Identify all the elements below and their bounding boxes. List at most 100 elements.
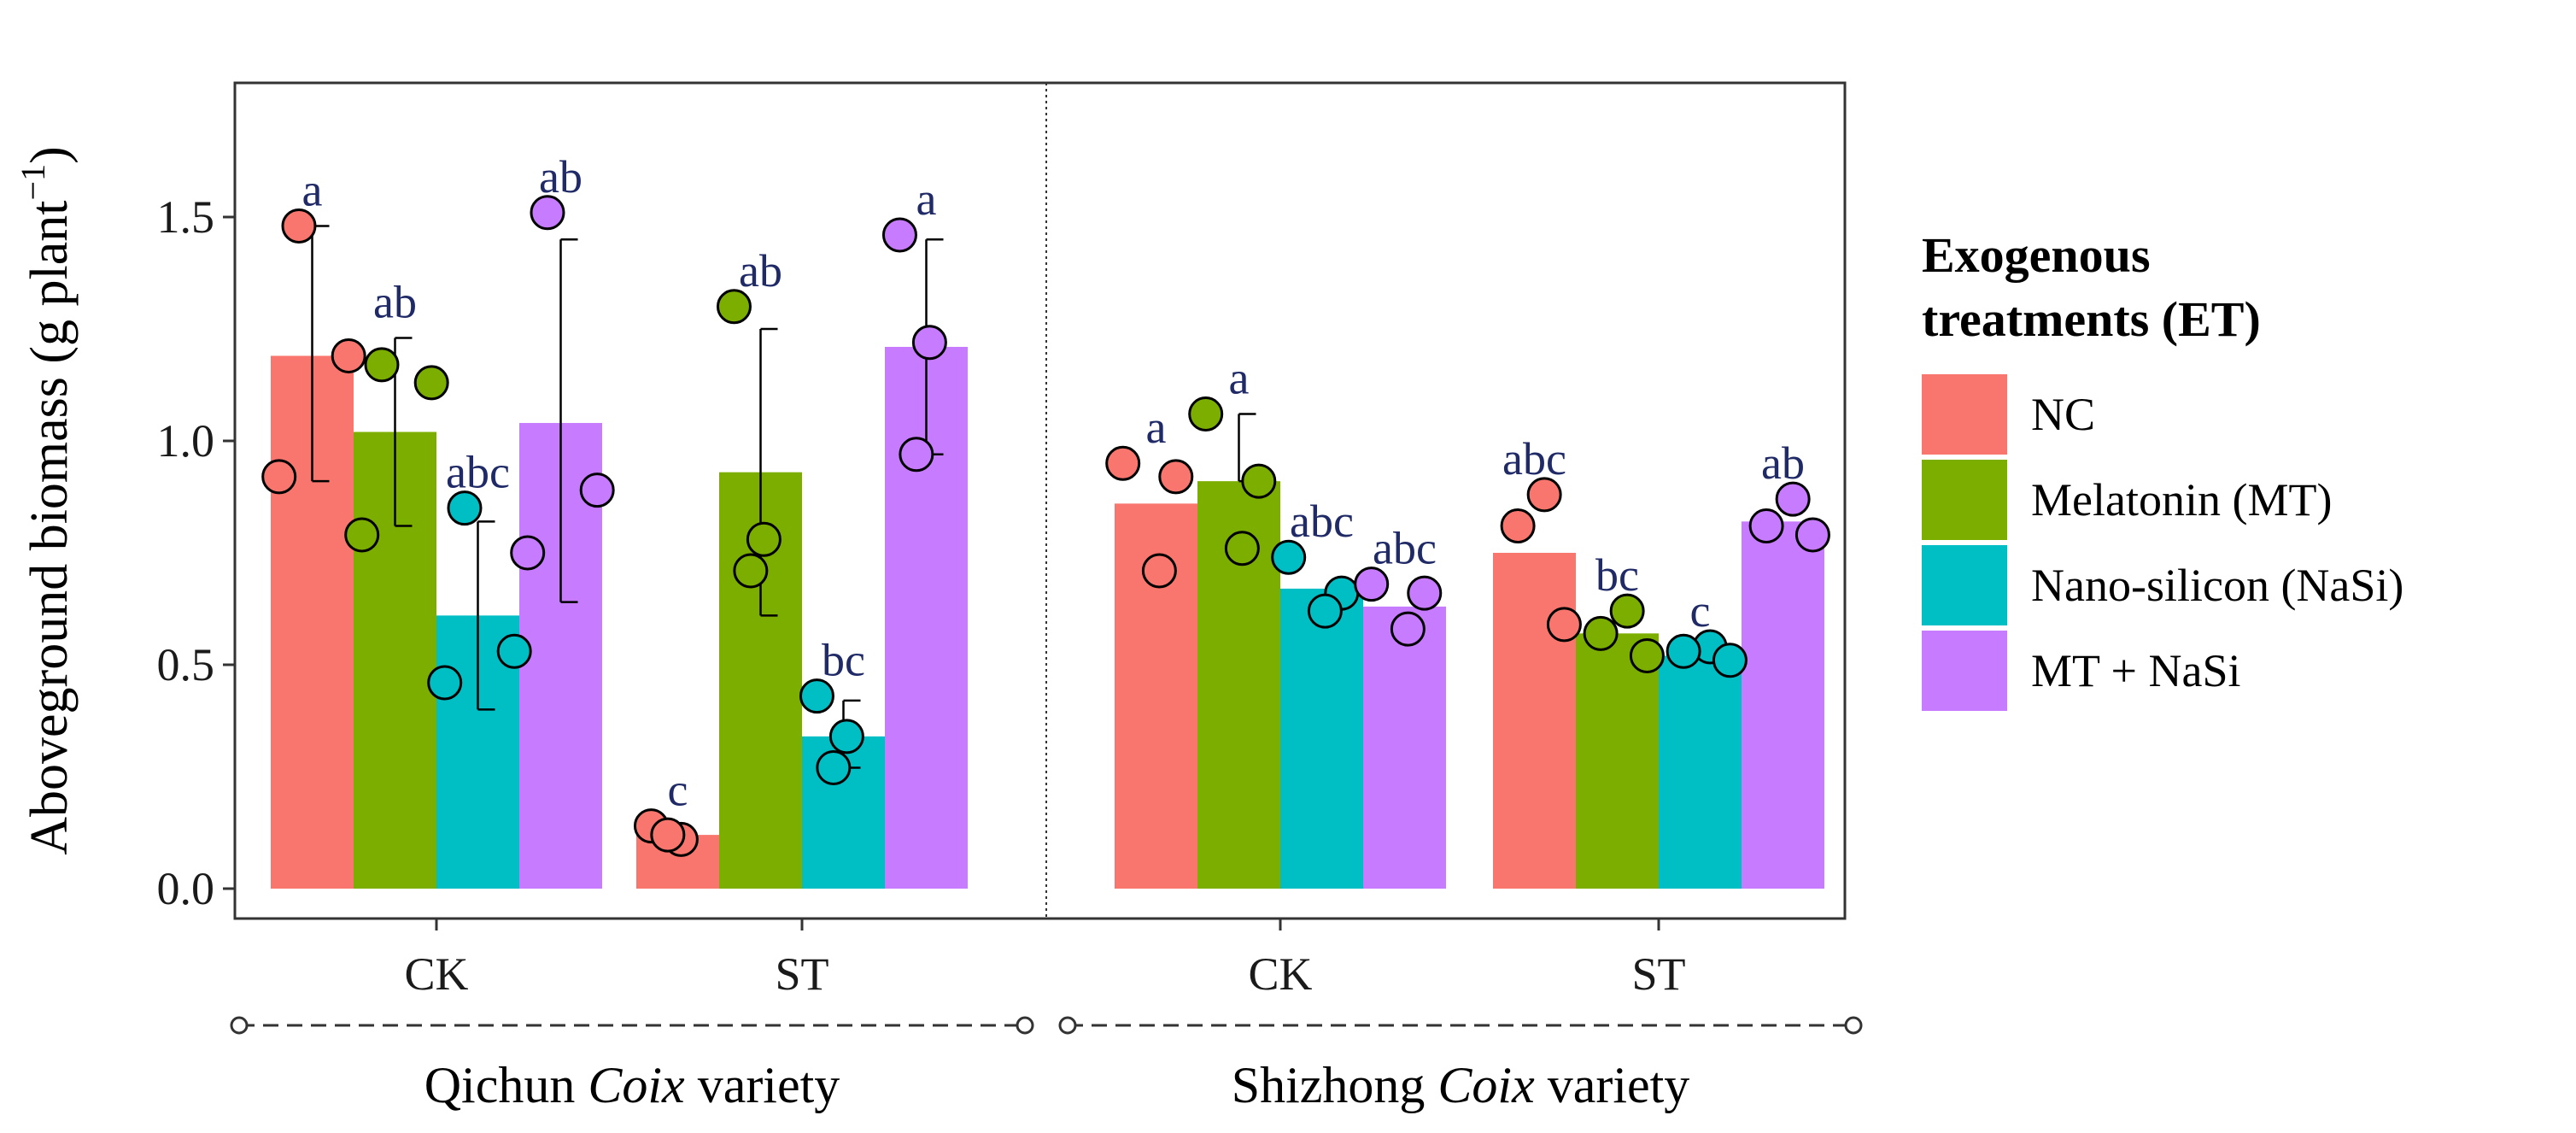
legend-key-4 (1922, 631, 2007, 711)
data-point (447, 490, 483, 526)
bar-3-4 (1659, 655, 1742, 889)
data-point (746, 521, 782, 557)
legend-title-line2: treatments (ET) (1922, 291, 2261, 347)
data-point (1526, 477, 1562, 513)
significance-label: a (1146, 402, 1167, 453)
data-point (1794, 517, 1830, 553)
bracket-end-circle (1016, 1016, 1034, 1035)
y-axis-label-superscript: −1 (14, 164, 52, 201)
data-point (364, 347, 400, 383)
data-point (1307, 593, 1343, 629)
y-axis-label-main: Aboveground biomass (g plant (20, 200, 79, 854)
variety-name-end: variety (685, 1057, 840, 1113)
significance-label: a (916, 173, 937, 225)
data-point (733, 553, 769, 589)
legend-label-3: Nano-silicon (NaSi) (2031, 560, 2403, 611)
legend-label-2: Melatonin (MT) (2031, 474, 2332, 525)
y-axis-label-close: ) (20, 146, 79, 164)
data-point (650, 817, 686, 853)
data-point (1224, 531, 1260, 566)
data-point (530, 195, 565, 231)
data-point (344, 517, 380, 553)
data-point (1141, 553, 1177, 589)
legend-key-2 (1922, 460, 2007, 540)
points-layer (261, 195, 1830, 857)
legend-key-1 (1922, 374, 2007, 455)
data-point (1609, 593, 1645, 629)
data-point (1583, 615, 1619, 651)
significance-label: a (1229, 353, 1250, 404)
y-tick-label: 1.5 (157, 191, 215, 243)
x-tick-label: CK (1248, 948, 1312, 1000)
data-point (413, 365, 449, 401)
variety-name-end: variety (1535, 1057, 1690, 1113)
y-tick-label: 0.0 (157, 863, 215, 914)
significance-label: abc (1373, 523, 1437, 574)
data-point (1241, 463, 1277, 499)
significance-label: ab (373, 276, 417, 327)
variety-name-italic: Coix (1437, 1057, 1535, 1113)
y-tick-label: 1.0 (157, 415, 215, 467)
data-point (1712, 643, 1748, 678)
x-tick-label: ST (1631, 948, 1685, 1000)
data-point (261, 459, 297, 495)
legend-key-3 (1922, 545, 2007, 625)
variety-label: Qichun Coix variety (424, 1057, 840, 1113)
significance-label: ab (539, 151, 583, 203)
data-point (1629, 638, 1665, 674)
bar-3-3 (1280, 588, 1363, 889)
significance-label: bc (1595, 549, 1639, 601)
data-point (816, 750, 852, 786)
significance-label: c (1690, 585, 1711, 637)
x-tick-label: CK (404, 948, 468, 1000)
variety-name-start: Shizhong (1232, 1057, 1438, 1113)
data-point (281, 208, 317, 244)
data-point (427, 665, 463, 701)
data-point (881, 217, 917, 253)
bracket-end-circle (230, 1016, 249, 1035)
significance-label: bc (822, 635, 865, 686)
variety-name-start: Qichun (424, 1057, 588, 1113)
significance-label: a (302, 164, 323, 215)
significance-label: ab (1761, 437, 1805, 489)
significance-label: abc (446, 447, 510, 498)
bar-4-4 (1742, 521, 1824, 889)
data-point (1748, 508, 1784, 544)
data-point (899, 437, 934, 473)
legend-label-4: MT + NaSi (2031, 645, 2240, 696)
data-point (1390, 611, 1426, 647)
significance-label: abc (1290, 496, 1354, 547)
y-axis-label: Aboveground biomass (g plant−1) (14, 146, 79, 855)
bar-1-4 (1493, 553, 1576, 889)
data-point (496, 633, 532, 669)
data-point (799, 678, 834, 714)
data-point (1105, 445, 1141, 481)
significance-label: ab (739, 245, 782, 296)
legend-label-1: NC (2031, 389, 2095, 440)
data-point (1354, 566, 1390, 602)
data-point (1546, 607, 1582, 643)
data-point (331, 338, 366, 373)
data-point (510, 535, 546, 571)
data-point (1775, 481, 1811, 517)
data-point (1407, 575, 1443, 611)
bracket-end-circle (1844, 1016, 1863, 1035)
data-point (1500, 508, 1536, 544)
data-point (716, 289, 752, 325)
bars-layer (271, 346, 1824, 889)
x-tick-label: ST (775, 948, 828, 1000)
bar-2-4 (1576, 633, 1659, 889)
legend-title-line1: Exogenous (1922, 227, 2151, 283)
data-point (911, 325, 947, 361)
data-point (579, 473, 615, 508)
data-point (1188, 396, 1224, 432)
data-point (828, 719, 864, 754)
data-point (1271, 539, 1307, 575)
variety-name-italic: Coix (588, 1057, 685, 1113)
bar-4-3 (1363, 606, 1446, 889)
significance-label: c (668, 765, 688, 816)
data-point (1158, 459, 1194, 495)
